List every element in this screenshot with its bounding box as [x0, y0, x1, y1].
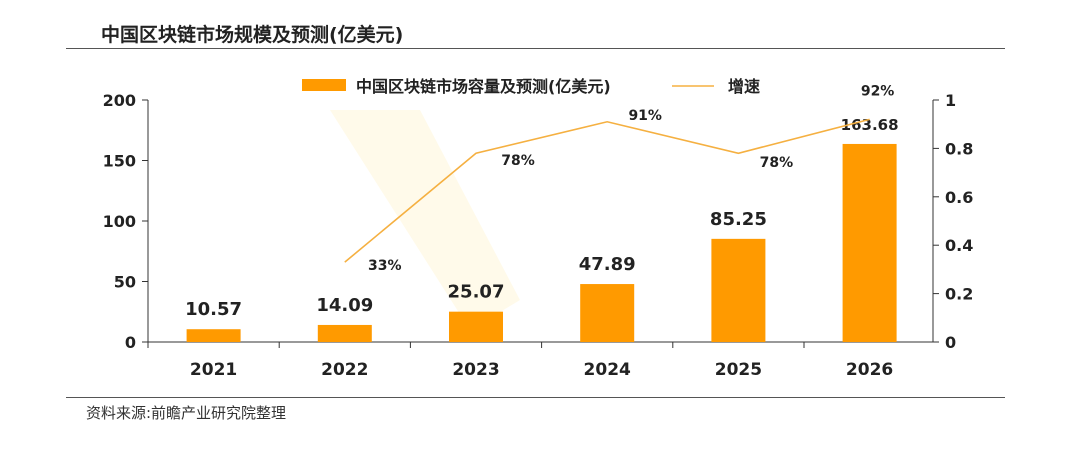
x-tick-label: 2024 — [584, 360, 631, 380]
bar-data-label: 14.09 — [316, 295, 373, 316]
bar-data-label: 10.57 — [185, 299, 242, 320]
growth-data-label: 78% — [760, 155, 794, 171]
x-tick-label: 2021 — [190, 360, 237, 380]
x-tick-label: 2023 — [452, 360, 499, 380]
source-note: 资料来源:前瞻产业研究院整理 — [86, 404, 287, 422]
right-tick-label: 0.8 — [945, 139, 973, 158]
left-tick-label: 200 — [103, 91, 136, 110]
growth-data-label: 92% — [861, 83, 895, 99]
growth-data-label: 78% — [501, 153, 535, 169]
watermark-shape — [330, 110, 520, 330]
legend-bar-label: 中国区块链市场容量及预测(亿美元) — [356, 77, 611, 96]
bar — [711, 238, 766, 342]
bar — [317, 324, 372, 342]
chart-title: 中国区块链市场规模及预测(亿美元) — [101, 24, 404, 46]
legend-line-label: 增速 — [728, 77, 760, 96]
right-tick-label: 0.4 — [945, 236, 973, 255]
right-tick-label: 1 — [945, 91, 956, 110]
growth-data-label: 33% — [368, 258, 402, 274]
left-tick-label: 150 — [103, 152, 136, 171]
x-tick-label: 2025 — [715, 360, 762, 380]
right-tick-label: 0.2 — [945, 285, 973, 304]
right-tick-label: 0.6 — [945, 188, 973, 207]
x-tick-label: 2022 — [321, 360, 368, 380]
bar-data-label: 85.25 — [710, 209, 767, 230]
bar-data-label: 163.68 — [841, 116, 899, 134]
footer-divider — [66, 397, 1005, 398]
bar-data-label: 25.07 — [448, 282, 505, 303]
bar-data-label: 47.89 — [579, 254, 636, 275]
growth-data-label: 91% — [628, 108, 662, 124]
left-tick-label: 0 — [125, 333, 136, 352]
left-tick-label: 50 — [114, 273, 136, 292]
bar — [580, 284, 635, 342]
left-tick-label: 100 — [103, 212, 136, 231]
x-tick-label: 2026 — [846, 360, 893, 380]
title-divider — [66, 48, 1005, 49]
bar — [186, 329, 241, 342]
bar — [449, 311, 503, 342]
right-tick-label: 0 — [945, 333, 956, 352]
legend-bar-swatch — [302, 79, 346, 91]
bar — [842, 143, 897, 342]
